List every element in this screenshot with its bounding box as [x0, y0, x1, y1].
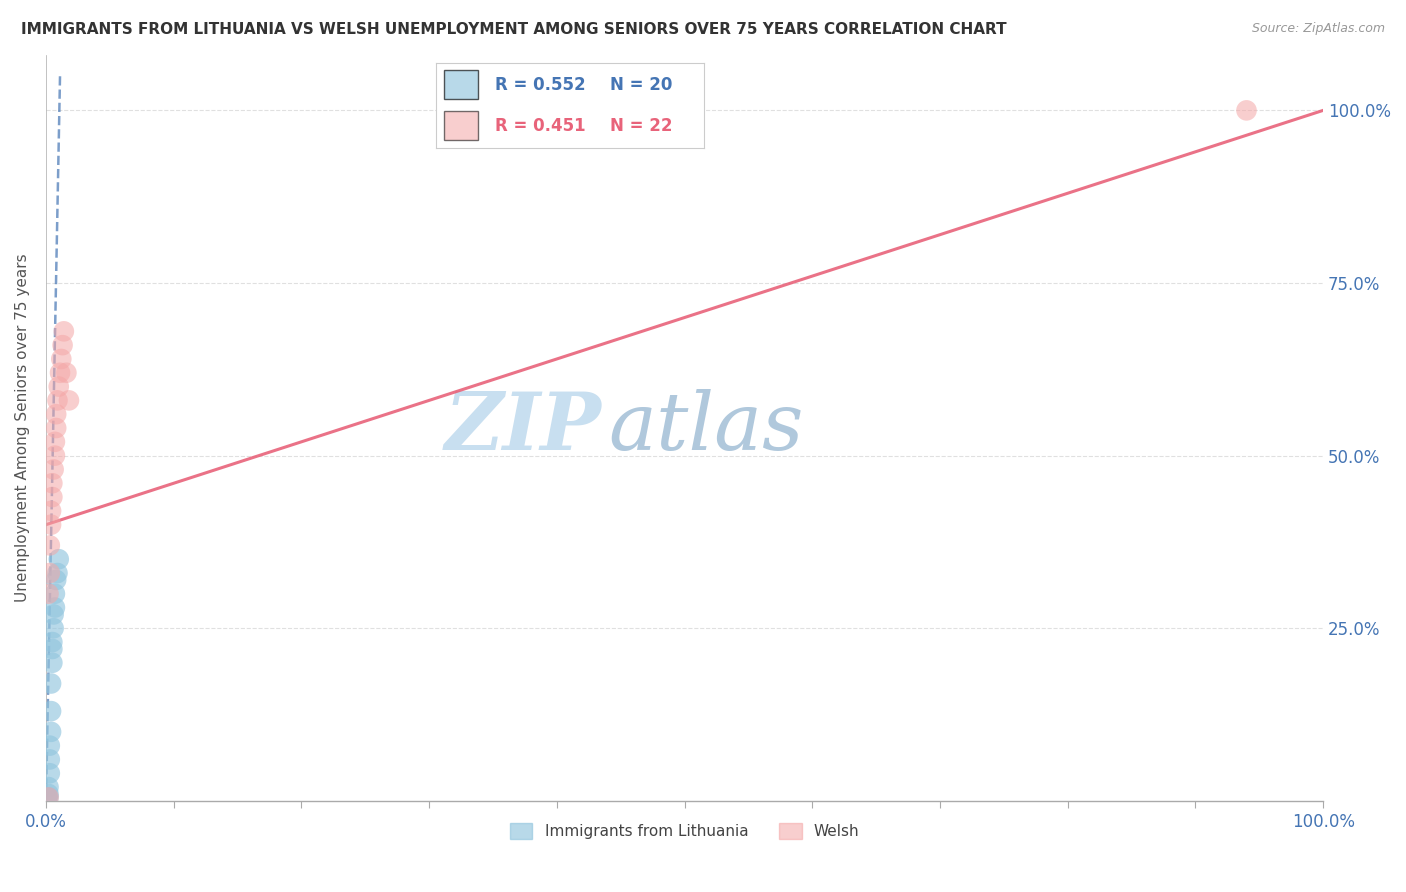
Point [38, 790, 60, 805]
Text: Source: ZipAtlas.com: Source: ZipAtlas.com [1251, 22, 1385, 36]
Point [55, 366, 77, 380]
Point [41, 490, 63, 504]
Point [44, 449, 66, 463]
Text: ZIP: ZIP [444, 389, 602, 467]
Point [46, 566, 69, 580]
Point [39, 676, 62, 690]
Point [41, 635, 63, 649]
Point [37, 790, 59, 805]
Point [41, 476, 63, 491]
Point [42, 462, 65, 476]
Point [38, 766, 60, 780]
Point [48, 552, 70, 566]
Point [41, 642, 63, 657]
Point [44, 587, 66, 601]
Point [38, 566, 60, 580]
Point [49, 366, 72, 380]
Point [44, 600, 66, 615]
Point [39, 704, 62, 718]
Point [44, 434, 66, 449]
Point [58, 393, 80, 408]
Point [38, 752, 60, 766]
Point [52, 338, 75, 352]
Legend: Immigrants from Lithuania, Welsh: Immigrants from Lithuania, Welsh [503, 817, 866, 846]
Point [45, 407, 67, 421]
Point [39, 504, 62, 518]
Y-axis label: Unemployment Among Seniors over 75 years: Unemployment Among Seniors over 75 years [15, 253, 30, 602]
Point [41, 656, 63, 670]
Point [38, 538, 60, 552]
Point [38, 787, 60, 801]
Point [39, 517, 62, 532]
Point [45, 421, 67, 435]
Point [48, 379, 70, 393]
Point [1236, 103, 1258, 118]
Point [38, 587, 60, 601]
Text: IMMIGRANTS FROM LITHUANIA VS WELSH UNEMPLOYMENT AMONG SENIORS OVER 75 YEARS CORR: IMMIGRANTS FROM LITHUANIA VS WELSH UNEMP… [21, 22, 1007, 37]
Point [51, 351, 73, 366]
Point [46, 393, 69, 408]
Point [52, 324, 75, 338]
Point [42, 607, 65, 622]
Point [38, 739, 60, 753]
Point [42, 621, 65, 635]
Text: atlas: atlas [607, 389, 803, 467]
Point [38, 790, 60, 805]
Point [39, 724, 62, 739]
Point [38, 780, 60, 794]
Point [45, 573, 67, 587]
